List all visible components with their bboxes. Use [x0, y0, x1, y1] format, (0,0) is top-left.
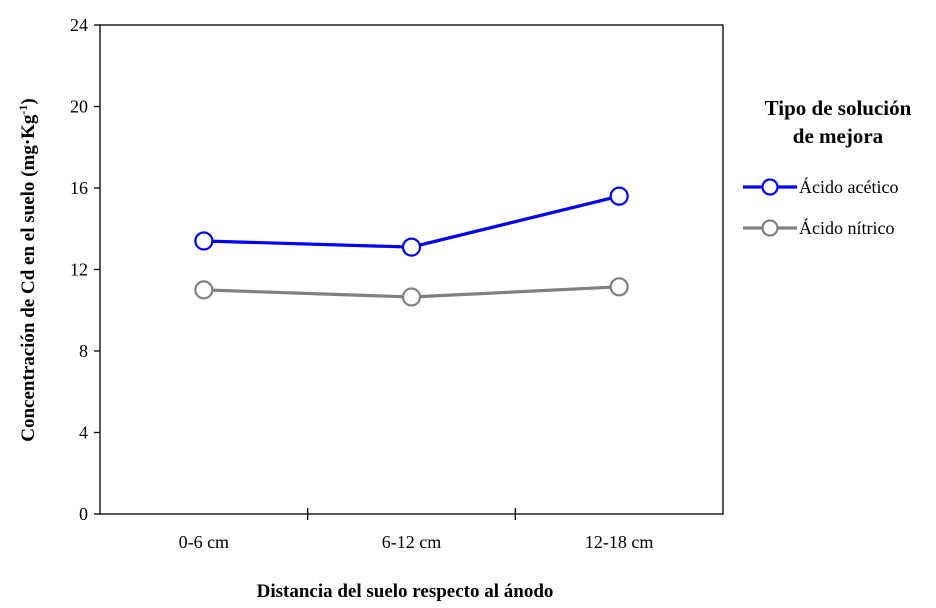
series-1-point — [401, 237, 422, 257]
y-axis-title-superscript: -1 — [16, 105, 30, 115]
series-1-point — [609, 186, 629, 206]
y-tick-label: 4 — [79, 423, 88, 443]
y-axis-title: Concentración de Cd en el suelo (mg·Kg-1… — [16, 98, 39, 442]
legend-label: Ácido acético — [799, 176, 898, 197]
x-axis: 0-6 cm 6-12 cm 12-18 cm — [179, 508, 653, 552]
legend-swatch-marker — [761, 178, 779, 196]
x-tick-label: 12-18 cm — [585, 532, 653, 552]
y-axis-title-end: ) — [18, 98, 39, 104]
y-tick-label: 16 — [70, 178, 88, 198]
legend-label: Ácido nítrico — [799, 217, 894, 238]
plot-frame — [99, 24, 724, 515]
y-tick-label: 24 — [70, 15, 88, 35]
series-2-point — [609, 277, 629, 297]
legend: Tipo de solución de mejora Ácido acético… — [743, 96, 912, 238]
series-1-point — [194, 231, 214, 251]
x-tick-label: 0-6 cm — [179, 532, 229, 552]
x-axis-title: Distancia del suelo respecto al ánodo — [257, 581, 554, 602]
y-axis-title-main: Concentración de Cd en el suelo (mg·Kg — [18, 114, 39, 442]
y-tick-label: 0 — [79, 504, 88, 524]
series-2-point — [401, 287, 422, 307]
y-tick-label: 8 — [79, 341, 88, 361]
y-axis: 0 4 8 12 16 20 24 — [70, 15, 100, 524]
y-tick-label: 12 — [70, 260, 88, 280]
y-tick-label: 20 — [70, 97, 88, 117]
legend-swatch-marker — [761, 219, 779, 237]
legend-items: Ácido acético Ácido nítrico — [743, 176, 898, 238]
legend-title-line1: Tipo de solución — [765, 96, 912, 120]
x-tick-label: 6-12 cm — [382, 532, 441, 552]
legend-title-line2: de mejora — [793, 124, 884, 148]
series-layer — [194, 186, 629, 307]
series-2-point — [194, 280, 214, 300]
